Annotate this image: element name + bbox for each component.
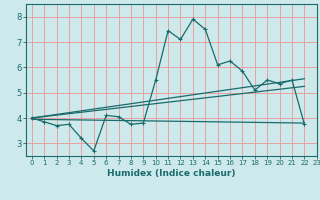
X-axis label: Humidex (Indice chaleur): Humidex (Indice chaleur): [107, 169, 236, 178]
